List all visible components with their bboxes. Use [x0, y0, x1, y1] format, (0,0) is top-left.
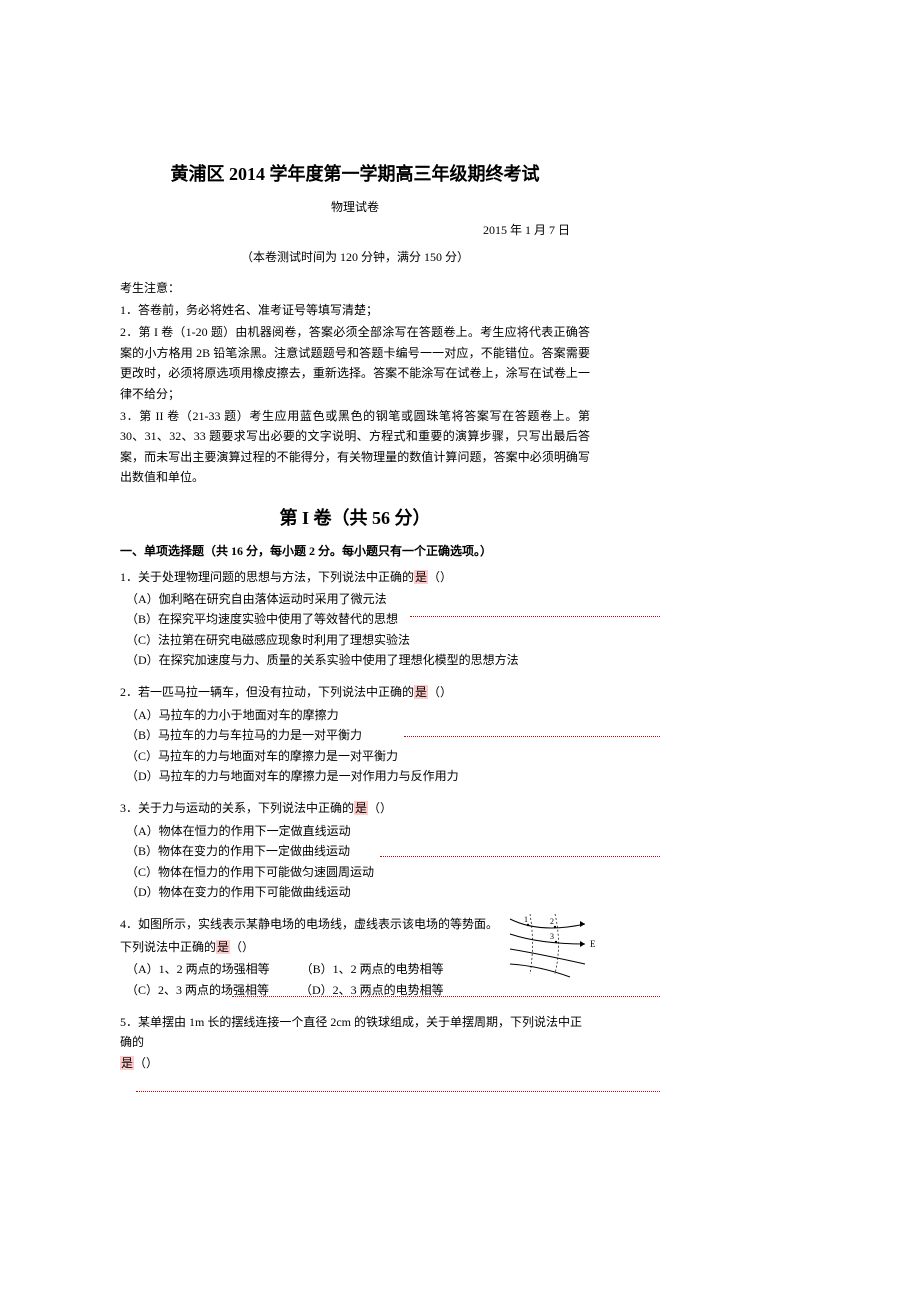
- diagram-label-2: 2: [550, 917, 554, 926]
- exam-subtitle: 物理试卷: [120, 198, 590, 215]
- q3-after: （）: [368, 801, 392, 815]
- notice-item-2: 2．第 I 卷（1-20 题）由机器阅卷，答案必须全部涂写在答题卷上。考生应将代…: [120, 322, 590, 404]
- question-1: 1．关于处理物理问题的思想与方法，下列说法中正确的是（） （A）伽利略在研究自由…: [120, 567, 590, 671]
- field-diagram: 1 2 3 E: [500, 909, 600, 979]
- q1-opt-a: （A）伽利略在研究自由落体运动时采用了微元法: [126, 589, 590, 609]
- q5-text: 5．某单摆由 1m 长的摆线连接一个直径 2cm 的铁球组成，关于单摆周期，下列…: [120, 1012, 590, 1073]
- exam-date: 2015 年 1 月 7 日: [120, 221, 590, 238]
- part1-title: 第 I 卷（共 56 分）: [120, 504, 590, 530]
- q2-after: （）: [428, 685, 452, 699]
- q1-before: 1．关于处理物理问题的思想与方法，下列说法中正确的: [120, 570, 414, 584]
- q3-opt-c: （C）物体在恒力的作用下可能做匀速圆周运动: [126, 862, 590, 882]
- q4-opt-a: （A）1、2 两点的场强相等: [126, 959, 270, 979]
- leader-4: [232, 996, 660, 997]
- notice-header: 考生注意：: [120, 279, 590, 296]
- notice-item-3: 3．第 II 卷（21-33 题）考生应用蓝色或黑色的钢笔或圆珠笔将答案写在答题…: [120, 406, 590, 488]
- q5-before: 5．某单摆由 1m 长的摆线连接一个直径 2cm 的铁球组成，关于单摆周期，下列…: [120, 1015, 582, 1049]
- comments-panel: Commented [fj1]: B 2014 学年黄浦一模 1 Comment…: [660, 0, 920, 1302]
- q3-opt-a: （A）物体在恒力的作用下一定做直线运动: [126, 821, 590, 841]
- q4-opt-b: （B）1、2 两点的电势相等: [301, 959, 444, 979]
- q1-highlight: 是: [414, 570, 428, 584]
- diagram-label-3: 3: [550, 932, 554, 941]
- diagram-label-E: E: [590, 939, 596, 949]
- diagram-label-1: 1: [524, 915, 528, 924]
- q1-opt-b: （B）在探究平均速度实验中使用了等效替代的思想: [126, 609, 590, 629]
- q4-highlight: 是: [216, 940, 230, 954]
- q5-highlight: 是: [120, 1056, 134, 1070]
- document-page: 黄浦区 2014 学年度第一学期高三年级期终考试 物理试卷 2015 年 1 月…: [0, 0, 650, 1125]
- question-3: 3．关于力与运动的关系，下列说法中正确的是（） （A）物体在恒力的作用下一定做直…: [120, 798, 590, 902]
- q1-text: 1．关于处理物理问题的思想与方法，下列说法中正确的是（）: [120, 567, 590, 587]
- exam-title: 黄浦区 2014 学年度第一学期高三年级期终考试: [120, 160, 590, 186]
- q2-opt-d: （D）马拉车的力与地面对车的摩擦力是一对作用力与反作用力: [126, 766, 590, 786]
- exam-duration: （本卷测试时间为 120 分钟，满分 150 分）: [120, 248, 590, 265]
- q1-opt-d: （D）在探究加速度与力、质量的关系实验中使用了理想化模型的思想方法: [126, 650, 590, 670]
- q2-text: 2．若一匹马拉一辆车，但没有拉动，下列说法中正确的是（）: [120, 682, 590, 702]
- notice-item-1: 1．答卷前，务必将姓名、准考证号等填写清楚；: [120, 300, 590, 320]
- q2-opt-a: （A）马拉车的力小于地面对车的摩擦力: [126, 705, 590, 725]
- question-4: 4．如图所示，实线表示某静电场的电场线，虚线表示该电场的等势面。 下列说法中正确…: [120, 914, 590, 1000]
- q2-highlight: 是: [414, 685, 428, 699]
- leader-2: [404, 736, 660, 737]
- q1-opt-c: （C）法拉第在研究电磁感应现象时利用了理想实验法: [126, 630, 590, 650]
- section1-header: 一、单项选择题（共 16 分，每小题 2 分。每小题只有一个正确选项。）: [120, 542, 590, 559]
- q3-text: 3．关于力与运动的关系，下列说法中正确的是（）: [120, 798, 590, 818]
- q3-opt-d: （D）物体在变力的作用下可能做曲线运动: [126, 882, 590, 902]
- q5-after: （）: [134, 1056, 158, 1070]
- leader-1: [410, 616, 660, 617]
- q3-opt-b: （B）物体在变力的作用下一定做曲线运动: [126, 841, 590, 861]
- q2-before: 2．若一匹马拉一辆车，但没有拉动，下列说法中正确的: [120, 685, 414, 699]
- question-5: 5．某单摆由 1m 长的摆线连接一个直径 2cm 的铁球组成，关于单摆周期，下列…: [120, 1012, 590, 1073]
- q1-after: （）: [428, 570, 452, 584]
- q4-before: 下列说法中正确的: [120, 940, 216, 954]
- q4-after: （）: [230, 940, 254, 954]
- q3-highlight: 是: [354, 801, 368, 815]
- leader-5: [136, 1091, 660, 1092]
- leader-3: [380, 856, 660, 857]
- q2-opt-c: （C）马拉车的力与地面对车的摩擦力是一对平衡力: [126, 746, 590, 766]
- question-2: 2．若一匹马拉一辆车，但没有拉动，下列说法中正确的是（） （A）马拉车的力小于地…: [120, 682, 590, 786]
- q3-before: 3．关于力与运动的关系，下列说法中正确的: [120, 801, 354, 815]
